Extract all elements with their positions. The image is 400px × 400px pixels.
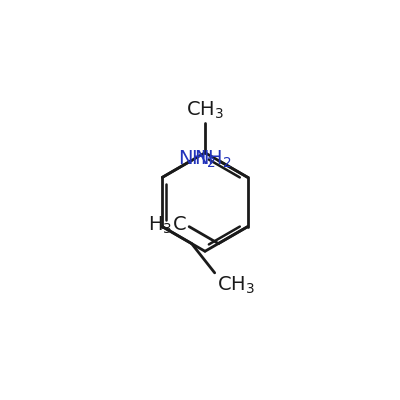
Text: CH$_3$: CH$_3$ [217, 274, 255, 296]
Text: H$_3$C: H$_3$C [148, 214, 187, 236]
Text: CH$_3$: CH$_3$ [186, 100, 224, 121]
Text: NH$_2$: NH$_2$ [178, 148, 216, 170]
Text: NH$_2$: NH$_2$ [194, 148, 232, 170]
